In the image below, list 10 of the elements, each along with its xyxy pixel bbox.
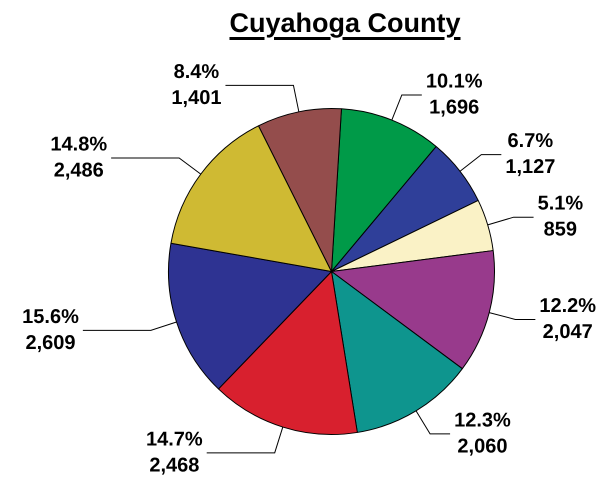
data-label: 5.1% 859 (538, 192, 584, 241)
data-label: 14.8% 2,486 (50, 134, 108, 182)
data-label: 8.4% 1,401 (171, 60, 222, 109)
data-label: 6.7% 1,127 (505, 130, 556, 178)
chart-title: Cuyahoga County (228, 8, 462, 38)
data-label: 14.7% 2,468 (146, 428, 203, 476)
data-label: 15.6% 2,609 (22, 306, 80, 354)
data-label: 12.3% 2,060 (454, 409, 512, 458)
data-label: 10.1% 1,696 (426, 70, 483, 119)
data-label: 12.2% 2,047 (539, 294, 596, 343)
